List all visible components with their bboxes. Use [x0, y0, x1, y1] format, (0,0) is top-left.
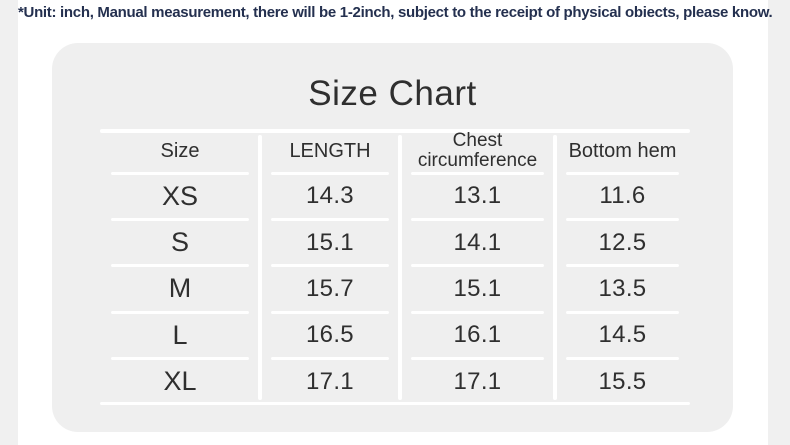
size-chart-title: Size Chart	[308, 74, 477, 113]
column-header-length: LENGTH	[260, 129, 400, 175]
table-cell-s-chest: 14.1	[400, 219, 555, 268]
table-cell-l-size: L	[100, 312, 260, 361]
table-cell-xs-bottom_hem: 11.6	[555, 173, 690, 222]
table-cell-xs-chest: 13.1	[400, 173, 555, 222]
table-cell-m-chest: 15.1	[400, 266, 555, 315]
column-header-size: Size	[100, 129, 260, 175]
size-chart-table: Size LENGTH Chest circumference Bottom h…	[100, 129, 690, 405]
table-cell-s-size: S	[100, 219, 260, 268]
table-grid: Size LENGTH Chest circumference Bottom h…	[100, 129, 690, 405]
table-cell-m-length: 15.7	[260, 266, 400, 315]
table-top-rule	[100, 129, 690, 133]
right-edge-strip	[768, 0, 790, 445]
table-cell-xl-size: XL	[163, 366, 197, 397]
table-cell-xs-length: 14.3	[260, 173, 400, 222]
table-cell-xl-length: 17.1	[306, 367, 354, 395]
size-chart-card: Size Chart Size LENGTH Chest circumferen…	[52, 43, 733, 432]
table-cell-xl-bottom_hem: 15.5	[598, 367, 647, 395]
table-cell-l-bottom_hem: 14.5	[555, 312, 690, 361]
table-cell-xs-size: XS	[100, 173, 260, 222]
table-bottom-rule	[100, 401, 690, 405]
column-divider-1	[258, 135, 262, 400]
table-cell-l-chest: 16.1	[400, 312, 555, 361]
column-divider-2	[398, 135, 402, 400]
left-edge-strip	[0, 0, 18, 445]
column-header-chest-circumference: Chest circumference	[400, 129, 555, 175]
column-header-bottom-hem: Bottom hem	[555, 129, 690, 175]
table-cell-m-bottom_hem: 13.5	[555, 266, 690, 315]
table-cell-xl-chest: 17.1	[453, 367, 502, 395]
table-cell-m-size: M	[100, 266, 260, 315]
table-cell-s-bottom_hem: 12.5	[555, 219, 690, 268]
table-cell-l-length: 16.5	[260, 312, 400, 361]
table-cell-s-length: 15.1	[260, 219, 400, 268]
column-divider-3	[553, 135, 557, 400]
unit-notice-text: *Unit: inch, Manual measurement, there w…	[18, 4, 773, 21]
